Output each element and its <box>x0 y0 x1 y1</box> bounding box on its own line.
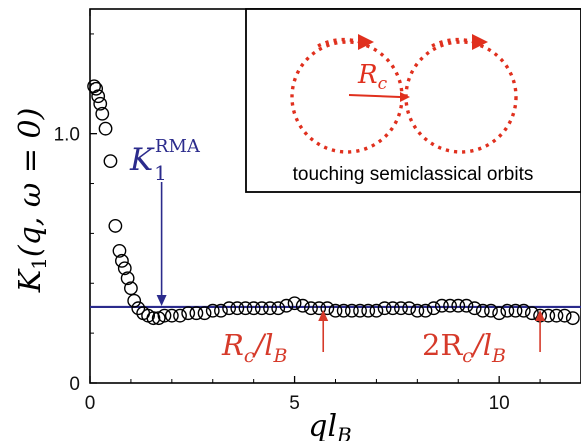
radius-label: Rc <box>357 60 388 94</box>
data-points <box>87 79 580 326</box>
data-point <box>304 301 318 316</box>
data-point <box>312 301 327 316</box>
data-point <box>385 301 400 316</box>
data-point <box>557 308 572 323</box>
data-point <box>459 298 474 313</box>
data-point <box>120 271 135 286</box>
data-point <box>173 308 187 323</box>
data-point <box>115 253 129 268</box>
data-point <box>549 308 564 323</box>
data-point <box>467 301 482 316</box>
data-point <box>271 301 286 316</box>
data-point <box>124 281 138 296</box>
data-point <box>295 298 310 313</box>
data-point <box>500 303 515 318</box>
data-point <box>394 301 408 316</box>
rc-annotation: Rc/lB <box>221 328 288 367</box>
data-point <box>328 303 343 318</box>
data-point <box>287 296 302 311</box>
radius-arrowhead <box>400 92 410 102</box>
data-point <box>189 306 204 321</box>
data-point <box>246 301 261 316</box>
x-axis-label: qlB <box>308 409 352 441</box>
rma-annotation: K1RMA <box>129 136 201 185</box>
data-point <box>402 301 417 316</box>
orbit-right-arrowhead <box>472 34 488 50</box>
data-point <box>475 303 490 318</box>
axis-ticks: 0 5 10 0 1.0 <box>54 9 581 414</box>
data-point <box>525 306 539 321</box>
data-point <box>112 243 127 258</box>
data-point <box>131 301 146 316</box>
data-point <box>103 154 118 168</box>
data-point <box>254 301 269 316</box>
data-point <box>214 303 228 318</box>
y-tick-label: 1.0 <box>54 125 80 146</box>
data-point <box>492 306 507 321</box>
x-tick-label: 0 <box>85 393 96 414</box>
data-point <box>434 298 449 313</box>
data-point <box>95 106 110 121</box>
data-point <box>181 306 196 321</box>
data-point <box>279 298 294 313</box>
data-point <box>146 311 161 326</box>
data-point <box>230 301 245 316</box>
data-point <box>157 308 172 323</box>
x-tick-label: 5 <box>289 393 300 414</box>
inset-panel: Rc touching semiclassical orbits <box>245 8 581 193</box>
two-rc-arrow <box>535 309 546 352</box>
two-rc-arrowhead <box>535 309 546 321</box>
data-point <box>91 89 106 104</box>
data-point <box>484 303 498 318</box>
data-point <box>164 308 179 323</box>
data-point <box>369 303 384 318</box>
data-point <box>197 306 212 321</box>
two-rc-annotation: 2Rc/lB <box>422 328 506 367</box>
data-point <box>117 261 132 276</box>
data-point <box>451 298 466 313</box>
data-point <box>353 303 367 318</box>
data-point <box>516 303 531 318</box>
data-point <box>127 293 142 308</box>
rc-arrowhead <box>318 309 329 321</box>
data-point <box>263 301 277 316</box>
data-point <box>108 219 123 233</box>
data-point <box>93 96 108 111</box>
x-tick-label: 10 <box>489 393 510 414</box>
inset-caption: touching semiclassical orbits <box>293 164 534 185</box>
rma-arrowhead <box>156 294 167 306</box>
data-point <box>565 311 580 326</box>
data-point <box>410 303 425 318</box>
data-point <box>238 301 253 316</box>
data-point <box>205 303 220 318</box>
data-point <box>336 303 351 318</box>
y-tick-label: 0 <box>69 374 80 395</box>
radius-line <box>348 94 401 98</box>
y-axis-label: K1(q, ω = 0) <box>13 108 51 294</box>
data-point <box>443 298 457 313</box>
data-point <box>361 303 376 318</box>
data-point <box>377 301 392 316</box>
data-point <box>320 301 335 316</box>
inset-frame <box>245 8 581 193</box>
data-point <box>98 121 113 136</box>
orbit-left-arrowhead <box>358 34 374 50</box>
data-point <box>222 301 237 316</box>
data-point <box>426 301 441 316</box>
data-point <box>344 303 359 318</box>
rc-arrow <box>318 309 329 352</box>
data-point <box>418 303 433 318</box>
rma-arrow <box>156 182 167 306</box>
data-point <box>89 81 104 96</box>
data-point <box>508 303 523 318</box>
